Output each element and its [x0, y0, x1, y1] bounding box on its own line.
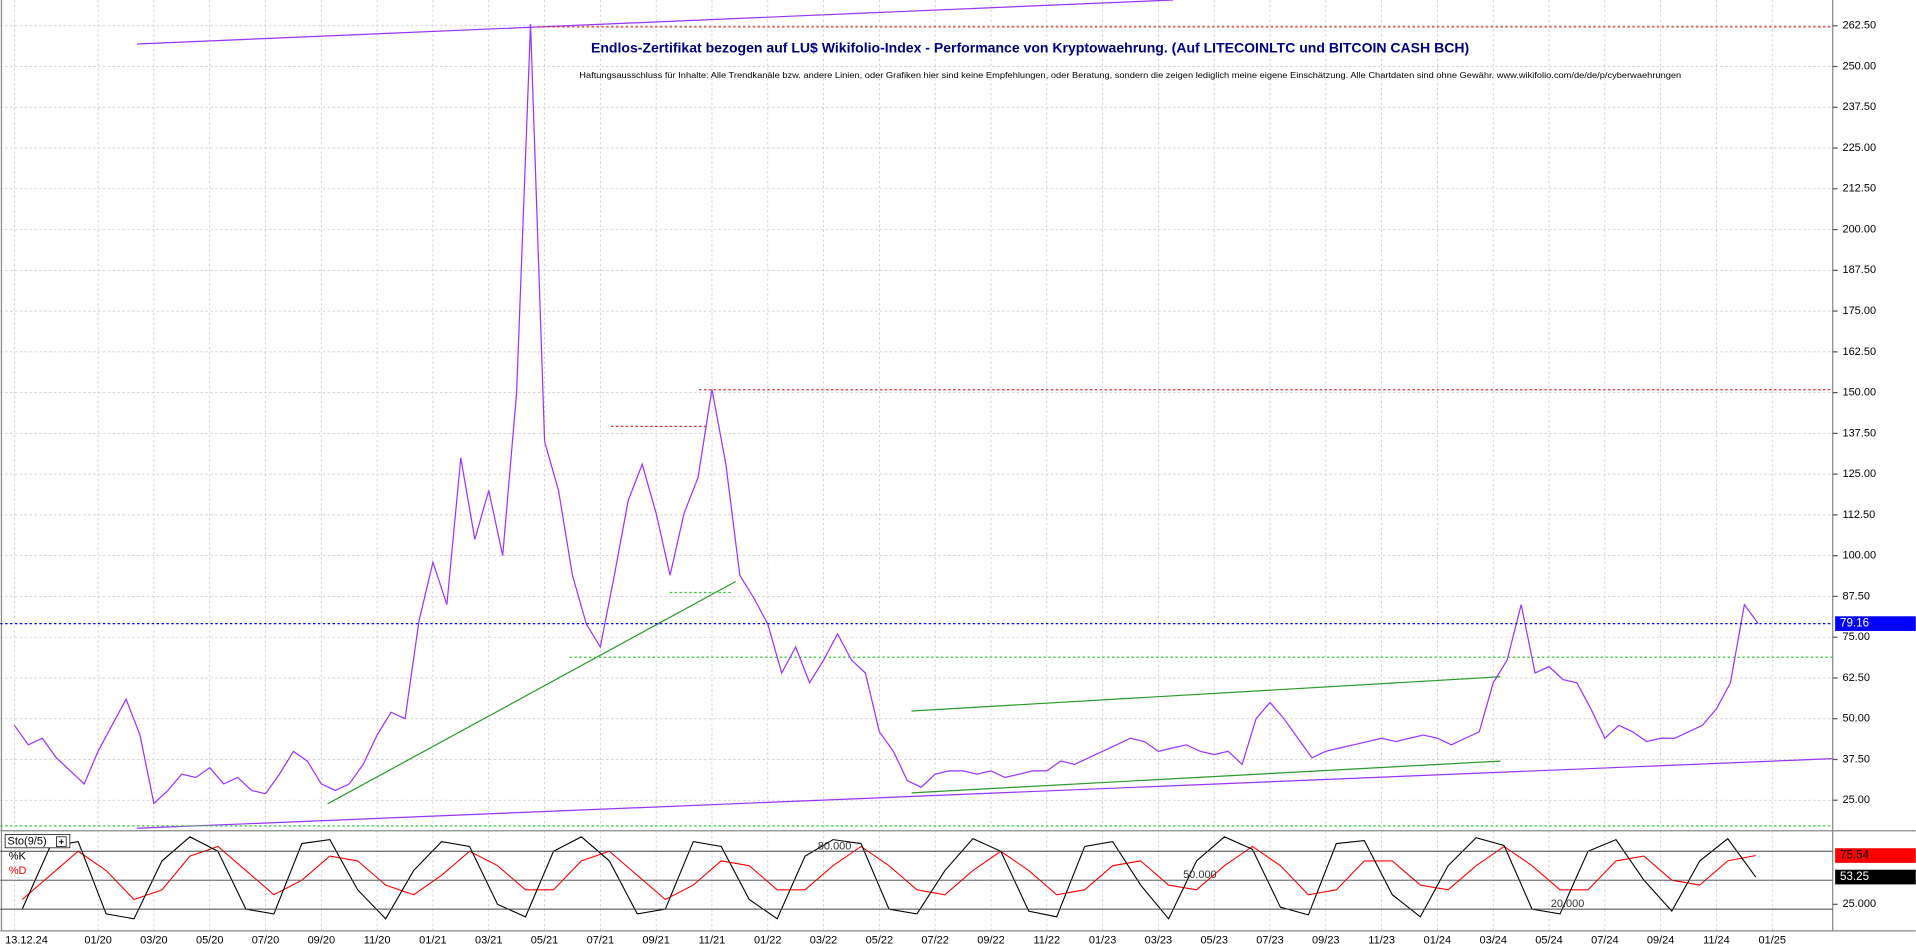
x-tick-label: 11/21 [699, 935, 726, 947]
x-tick-label: 01/20 [84, 935, 111, 947]
trendline [911, 676, 1501, 712]
x-tick-label: 01/25 [1759, 935, 1786, 947]
y-tick-label: 87.50 [1842, 590, 1869, 602]
y-tick-label: 50.00 [1842, 713, 1869, 725]
y-tick-label: 25.00 [1842, 794, 1869, 806]
last-value-box [1835, 869, 1916, 885]
x-tick-label: 03/24 [1479, 935, 1506, 947]
x-tick-label: 05/23 [1200, 935, 1228, 947]
expand-icon-plus [58, 839, 64, 845]
x-tick-label: 11/24 [1703, 935, 1730, 947]
x-tick-label: 05/21 [531, 935, 559, 947]
x-tick-label: 05/20 [196, 935, 224, 947]
trendlines [0, 0, 1833, 829]
y-tick-label: 250.00 [1842, 60, 1876, 72]
x-tick-label: 01/22 [754, 935, 782, 947]
x-tick-label: 09/23 [1312, 935, 1339, 947]
level-label: 80.000 [818, 840, 852, 852]
y-tick-label: 125.00 [1842, 468, 1876, 480]
y-tick-label: 162.50 [1842, 346, 1876, 358]
y-tick-label: 187.50 [1842, 264, 1876, 276]
y-tick-label: 100.00 [1842, 550, 1876, 562]
y-tick-label: 25.000 [1842, 898, 1876, 910]
trendline [137, 0, 1174, 45]
indicator-box [4, 834, 71, 849]
y-tick-label: 237.50 [1842, 101, 1876, 113]
last-price-box [1835, 616, 1916, 631]
trendline [911, 760, 1501, 794]
x-tick-label: 09/21 [642, 935, 670, 947]
x-tick-label: 07/20 [252, 935, 279, 947]
x-tick-label: 11/23 [1368, 935, 1395, 947]
y-tick-label: 175.00 [1842, 305, 1876, 317]
x-tick-label: 01/23 [1089, 935, 1117, 947]
last-value-box [1835, 848, 1916, 863]
y-tick-label: 212.50 [1842, 183, 1876, 195]
level-label: 50.000 [1183, 869, 1217, 881]
x-tick-label: 03/21 [475, 935, 503, 947]
x-tick-label: 03/23 [1145, 935, 1173, 947]
y-tick-label: 225.00 [1842, 142, 1876, 154]
level-label: 20.000 [1551, 898, 1585, 910]
x-tick-label: 11/20 [364, 935, 391, 947]
x-tick-label: 09/24 [1647, 935, 1674, 947]
x-tick-label: 03/20 [140, 935, 168, 947]
x-tick-label: 03/22 [810, 935, 838, 947]
last-price-label: 79.16 [1840, 617, 1869, 630]
x-tick-label: 01/24 [1424, 935, 1452, 947]
indicator-title: Sto(9/5) [8, 836, 47, 848]
y-tick-label: 262.50 [1842, 20, 1876, 32]
x-tick-label: 05/24 [1535, 935, 1563, 947]
x-tick-label: 09/20 [308, 935, 336, 947]
last-value-label: 53.25 [1840, 870, 1869, 883]
y-tick-label: 200.00 [1842, 223, 1876, 235]
chart-title: Endlos-Zertifikat bezogen auf LU$ Wikifo… [591, 40, 1469, 56]
x-tick-label: 07/22 [921, 935, 949, 947]
trendline [327, 580, 736, 805]
y-tick-label: 37.50 [1842, 753, 1869, 765]
y-tick-label: 137.50 [1842, 427, 1876, 439]
last-value-label: 75.54 [1840, 849, 1870, 862]
x-tick-label: 07/23 [1256, 935, 1283, 947]
trendline [137, 758, 1833, 829]
x-tick-label: 13.12.24 [5, 935, 48, 947]
y-tick-label: 75.00 [1842, 631, 1869, 643]
x-tick-label: 09/22 [977, 935, 1005, 947]
chart-subtitle: Haftungsausschluss für Inhalte: Alle Tre… [579, 70, 1681, 80]
x-tick-label: 01/21 [419, 935, 447, 947]
x-tick-label: 11/22 [1033, 935, 1060, 947]
data-line [21, 845, 1756, 901]
x-tick-label: 07/24 [1591, 935, 1618, 947]
x-tick-label: 05/22 [866, 935, 894, 947]
legend-entry: %D [9, 865, 27, 877]
y-tick-label: 150.00 [1842, 387, 1876, 399]
legend-entry: %K [9, 850, 27, 862]
x-tick-label: 07/21 [587, 935, 615, 947]
data-line [13, 24, 1759, 805]
y-tick-label: 112.50 [1842, 509, 1875, 521]
y-tick-label: 62.50 [1842, 672, 1869, 684]
